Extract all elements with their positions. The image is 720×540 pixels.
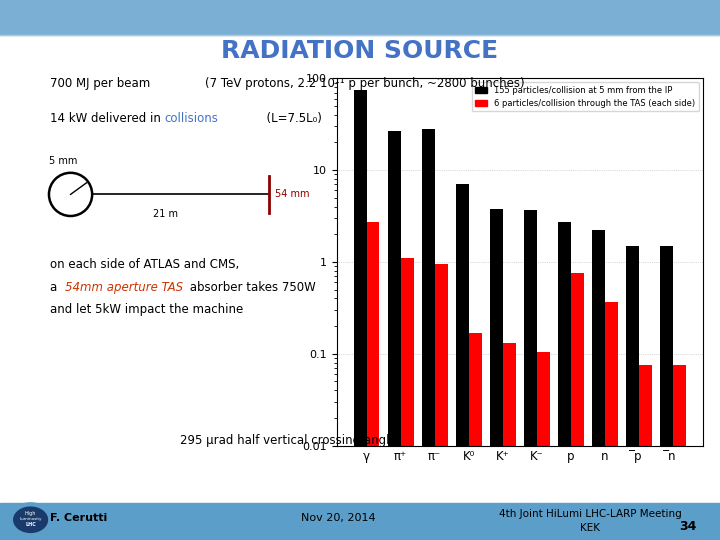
Bar — [537, 352, 550, 540]
Text: and let 5kW impact the machine: and let 5kW impact the machine — [50, 303, 243, 316]
Text: KEK: KEK — [580, 523, 600, 533]
Bar — [571, 273, 584, 540]
Bar — [524, 210, 537, 540]
Text: 54mm aperture TAS: 54mm aperture TAS — [65, 281, 183, 294]
Bar — [469, 333, 482, 540]
Bar — [660, 246, 673, 540]
Text: LHC: LHC — [25, 522, 36, 527]
Bar — [456, 184, 469, 540]
Bar — [400, 258, 413, 540]
Bar — [387, 131, 400, 540]
Text: 54 mm: 54 mm — [275, 190, 310, 199]
Legend: 155 particles/collision at 5 mm from the IP, 6 particles/collision through the T: 155 particles/collision at 5 mm from the… — [472, 83, 698, 111]
Text: Nov 20, 2014: Nov 20, 2014 — [301, 514, 376, 523]
Bar — [592, 231, 605, 540]
Text: 5 mm: 5 mm — [49, 156, 77, 166]
Bar — [626, 246, 639, 540]
Circle shape — [8, 503, 53, 537]
Bar — [435, 264, 448, 540]
Text: RADIATION SOURCE: RADIATION SOURCE — [222, 39, 498, 63]
Bar — [558, 222, 571, 540]
Bar — [673, 365, 686, 540]
Text: absorber takes 750W: absorber takes 750W — [186, 281, 315, 294]
FancyBboxPatch shape — [0, 0, 720, 35]
Text: (L=7.5L₀): (L=7.5L₀) — [229, 112, 322, 125]
Text: collisions: collisions — [164, 112, 218, 125]
Text: on each side of ATLAS and CMS,: on each side of ATLAS and CMS, — [50, 258, 240, 271]
Bar — [503, 343, 516, 540]
Text: Luminosity: Luminosity — [19, 517, 42, 521]
Text: 34: 34 — [680, 520, 697, 533]
Text: 295 μrad half vertical crossing angle: 295 μrad half vertical crossing angle — [179, 434, 397, 447]
Text: 21 m: 21 m — [153, 210, 178, 219]
Text: High: High — [25, 511, 36, 516]
Text: (7 TeV protons, 2.2 10¹¹ p per bunch, ~2800 bunches): (7 TeV protons, 2.2 10¹¹ p per bunch, ~2… — [205, 77, 525, 90]
Bar — [354, 90, 366, 540]
Text: 14 kW delivered in: 14 kW delivered in — [50, 112, 165, 125]
Bar — [422, 129, 435, 540]
Text: F. Cerutti: F. Cerutti — [50, 514, 108, 523]
Bar — [366, 222, 379, 540]
Bar — [639, 365, 652, 540]
FancyBboxPatch shape — [0, 503, 720, 540]
Text: 4th Joint HiLumi LHC-LARP Meeting: 4th Joint HiLumi LHC-LARP Meeting — [499, 509, 682, 519]
Text: 700 MJ per beam: 700 MJ per beam — [50, 77, 150, 90]
Circle shape — [14, 507, 48, 532]
Bar — [490, 208, 503, 540]
Text: a: a — [50, 281, 61, 294]
Bar — [605, 301, 618, 540]
